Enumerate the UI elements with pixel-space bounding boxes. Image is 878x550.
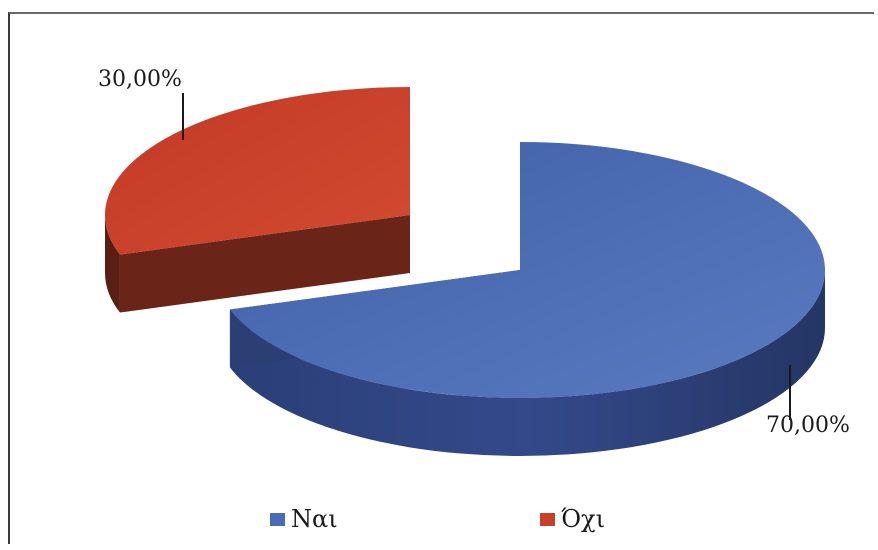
legend-swatch-0 bbox=[270, 513, 285, 526]
legend-label-1: Όχι bbox=[561, 505, 605, 533]
data-label-0: 70,00% bbox=[766, 413, 850, 438]
chart-border bbox=[8, 12, 874, 544]
legend: Ναι Όχι bbox=[270, 505, 605, 533]
legend-label-0: Ναι bbox=[291, 505, 338, 533]
slice-nai bbox=[229, 142, 826, 398]
data-label-1: 30,00% bbox=[98, 67, 182, 92]
slice-side-0 bbox=[229, 270, 826, 457]
slice-side-1 bbox=[105, 215, 120, 313]
legend-swatch-1 bbox=[540, 513, 555, 526]
slice-cut-face-1 bbox=[119, 215, 410, 313]
slice-ochi bbox=[104, 87, 411, 255]
